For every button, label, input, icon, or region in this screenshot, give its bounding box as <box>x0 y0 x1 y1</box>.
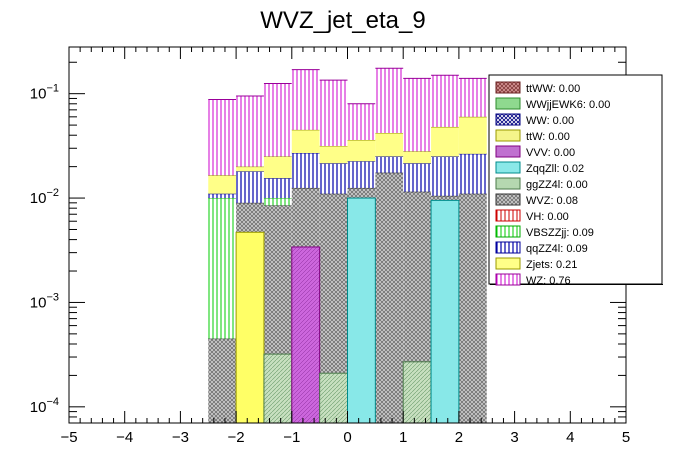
bar-wvz-bin-9 <box>458 193 487 423</box>
bar-zjets-bin-3 <box>291 129 320 154</box>
x-tick-label: 5 <box>622 429 630 446</box>
legend-swatch <box>495 97 521 110</box>
bar-qqzz4l-bin-6 <box>375 156 404 173</box>
bar-zjets-bin-1 <box>236 166 264 172</box>
bar-wvz-bin-6 <box>375 172 404 423</box>
y-tick-label: 10−4 <box>30 396 59 416</box>
bar-wz-bin-5 <box>347 103 376 140</box>
y-tick-label: 10−3 <box>30 291 59 311</box>
legend-swatch <box>495 129 521 142</box>
y-tick-label: 10−2 <box>30 187 59 207</box>
bar-zjets-bin-0 <box>208 175 237 194</box>
overlay-bar-zjets-0 <box>235 231 265 424</box>
bar-wz-bin-1 <box>236 96 264 167</box>
legend-shadow <box>490 284 663 285</box>
bar-wz-bin-3 <box>291 69 320 130</box>
legend-swatch <box>495 177 521 190</box>
legend-label: ttW: 0.00 <box>526 131 570 143</box>
x-tick-label: 0 <box>343 429 351 446</box>
overlay-bar-ggzz4l-3 <box>319 372 348 424</box>
bar-wz-bin-7 <box>403 78 432 152</box>
bar-zjets-bin-8 <box>431 126 459 157</box>
bar-wz-bin-9 <box>458 78 487 117</box>
bar-wz-bin-0 <box>208 99 237 176</box>
legend-swatch <box>495 193 521 206</box>
overlay-bar-zqqzll-4 <box>347 197 376 424</box>
legend-swatch <box>495 257 521 270</box>
x-tick-label: 2 <box>455 429 463 446</box>
x-tick-label: 1 <box>399 429 407 446</box>
chart-title: WVZ_jet_eta_9 <box>260 7 425 34</box>
bar-zjets-bin-9 <box>458 116 487 154</box>
bar-wz-bin-4 <box>319 80 348 147</box>
bar-vbszzjj-bin-2 <box>263 198 292 206</box>
x-tick-label: −5 <box>60 429 77 446</box>
bar-zjets-bin-2 <box>263 156 292 179</box>
x-tick-label: −4 <box>116 429 133 446</box>
bar-qqzz4l-bin-2 <box>263 178 292 199</box>
bar-qqzz4l-bin-0 <box>208 193 237 199</box>
bar-vbszzjj-bin-0 <box>208 198 237 339</box>
overlay-bar-vvv-2 <box>291 246 321 424</box>
bar-wvz-bin-0 <box>208 338 237 423</box>
x-tick-label: 4 <box>566 429 574 446</box>
bar-zjets-bin-4 <box>319 146 348 164</box>
x-tick-label: 3 <box>510 429 518 446</box>
bar-zjets-bin-6 <box>375 133 404 157</box>
legend-label: WWjjEWK6: 0.00 <box>526 99 610 111</box>
legend-label: ggZZ4l: 0.00 <box>526 179 588 191</box>
bar-wz-bin-8 <box>431 75 459 127</box>
bar-qqzz4l-bin-1 <box>236 171 264 203</box>
legend-label: VH: 0.00 <box>526 211 569 223</box>
bar-wz-bin-2 <box>263 83 292 157</box>
bar-qqzz4l-bin-3 <box>291 153 320 188</box>
x-tick-label: −2 <box>228 429 245 446</box>
x-tick-label: −3 <box>172 429 189 446</box>
y-tick-label: 10−1 <box>30 83 59 103</box>
bar-zjets-bin-5 <box>347 139 376 162</box>
legend-label: VBSZZjj: 0.09 <box>526 227 594 239</box>
bar-qqzz4l-bin-8 <box>431 156 459 196</box>
legend-label: Zjets: 0.21 <box>526 259 577 271</box>
overlay-bar-ggzz4l-5 <box>402 361 432 424</box>
legend-label: qqZZ4l: 0.09 <box>526 243 588 255</box>
legend-swatch <box>495 81 521 94</box>
legend-label: WW: 0.00 <box>526 115 574 127</box>
bar-wz-bin-6 <box>375 68 404 134</box>
bar-qqzz4l-bin-4 <box>319 163 348 194</box>
legend-swatch <box>495 113 521 126</box>
overlay-bar-zqqzll-6 <box>430 199 460 424</box>
legend-swatch <box>495 273 521 286</box>
bar-qqzz4l-bin-9 <box>458 153 487 194</box>
legend-swatch <box>495 161 521 174</box>
legend-label: ttWW: 0.00 <box>526 83 580 95</box>
legend-label: ZqqZll: 0.02 <box>526 163 584 175</box>
legend-swatch <box>495 209 521 222</box>
bar-zjets-bin-7 <box>403 151 432 164</box>
bar-qqzz4l-bin-7 <box>403 163 432 192</box>
x-tick-label: −1 <box>283 429 300 446</box>
overlay-bar-ggzz4l-1 <box>263 353 293 424</box>
legend-swatch <box>495 241 521 254</box>
legend-swatch <box>495 225 521 238</box>
bar-qqzz4l-bin-5 <box>347 161 376 188</box>
legend-swatch <box>495 145 521 158</box>
legend-label: WVZ: 0.08 <box>526 195 578 207</box>
legend-label: VVV: 0.00 <box>526 147 575 159</box>
legend-label: WZ: 0.76 <box>526 275 571 287</box>
